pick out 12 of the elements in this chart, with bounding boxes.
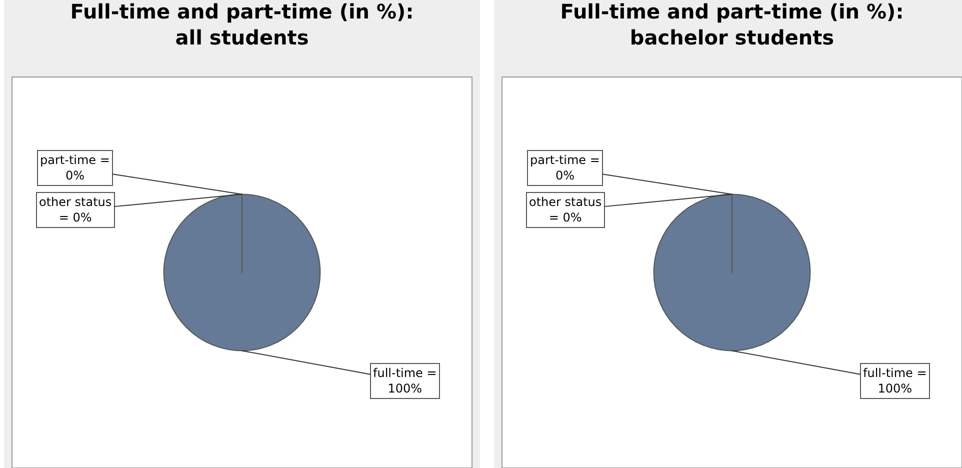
slice-label: full-time = 100% [373, 366, 437, 396]
chart-title: Full-time and part-time (in %): all students [70, 0, 414, 50]
category-label: other status [39, 195, 112, 209]
chart-title: Full-time and part-time (in %): bachelor students [560, 0, 904, 50]
text: = 0% [548, 210, 582, 225]
category-label: part-time = [530, 153, 600, 167]
category-label: part-time = [40, 153, 110, 167]
text: 0% [65, 168, 84, 183]
category-label: other status [529, 195, 602, 209]
text: 0% [555, 168, 574, 183]
text: = 0% [58, 210, 92, 225]
slice-label: full-time = 100% [863, 366, 927, 396]
